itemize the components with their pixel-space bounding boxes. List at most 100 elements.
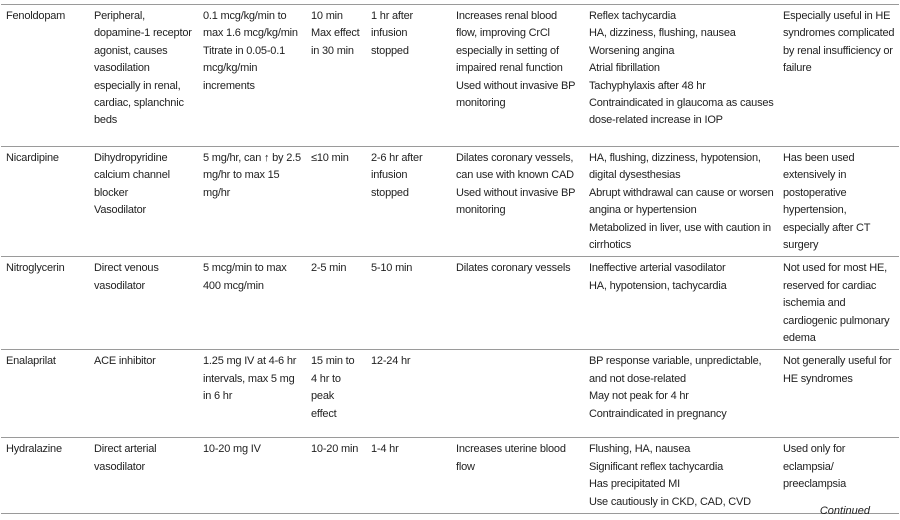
cell-line: Direct venous vasodilator (94, 262, 159, 292)
cell-line: Enalaprilat (6, 355, 56, 368)
cell-line: Not used for most HE, reserved for cardi… (783, 262, 890, 345)
table-row: Nicardipine Dihydropyridine calcium chann… (1, 145, 899, 258)
table-cell: Dilates coronary vessels, can use with k… (451, 145, 584, 258)
cell-line: Increases uterine blood flow (456, 443, 566, 473)
table-cell: Enalaprilat (1, 349, 89, 439)
table-row: Fenoldopam Peripheral, dopamine-1 recepto… (1, 4, 899, 147)
cell-line: 2-6 hr after infusion stopped (371, 152, 423, 199)
table-cell: Ineffective arterial vasodilator HA, hypo… (584, 256, 778, 351)
table-cell: Direct venous vasodilator (89, 256, 198, 351)
cell-line: Worsening angina (589, 44, 675, 57)
table-cell: 10-20 mg IV (198, 437, 306, 515)
table-row: Nitroglycerin Direct venous vasodilator 5 … (1, 256, 899, 351)
table-cell: BP response variable, unpredictable, and… (584, 349, 778, 439)
cell-line: Use cautiously in CKD, CAD, CVD (589, 495, 751, 508)
cell-line: HA, hypotension, tachycardia (589, 279, 727, 292)
cell-line: Direct arterial vasodilator (94, 443, 157, 473)
cell-line: ACE inhibitor (94, 355, 156, 368)
cell-line: Reflex tachycardia (589, 10, 676, 22)
table-cell: 1.25 mg IV at 4-6 hr intervals, max 5 mg… (198, 349, 306, 439)
table-cell: 10 min Max effect in 30 min (306, 4, 366, 147)
table-cell: HA, flushing, dizziness, hypotension, di… (584, 145, 778, 258)
table-cell: 15 min to 4 hr to peak effect (306, 349, 366, 439)
cell-line: 10-20 mg IV (203, 443, 261, 456)
table-cell: Increases uterine blood flow (451, 437, 584, 515)
cell-line: 1.25 mg IV at 4-6 hr intervals, max 5 mg… (203, 355, 297, 403)
table-row: Hydralazine Direct arterial vasodilator 10… (1, 437, 899, 515)
cell-line: 1-4 hr (371, 443, 399, 456)
cell-line: Atrial fibrillation (589, 62, 660, 75)
continued-note: Continued (819, 505, 870, 517)
cell-line: 5-10 min (371, 262, 413, 275)
table-cell: Nitroglycerin (1, 256, 89, 351)
cell-line: Used without invasive BP monitoring (456, 79, 576, 110)
table-cell: 2-5 min (306, 256, 366, 351)
cell-line: 0.1 mcg/kg/min to max 1.6 mcg/kg/min (203, 10, 298, 40)
cell-line: Used without invasive BP monitoring (456, 186, 576, 217)
table-cell: 2-6 hr after infusion stopped (366, 145, 451, 258)
cell-line: Especially useful in HE syndromes compli… (783, 10, 895, 75)
cell-line: 5 mcg/min to max 400 mcg/min (203, 262, 287, 292)
table-cell: Not used for most HE, reserved for cardi… (778, 256, 899, 351)
table-cell: Has been used extensively in postoperati… (778, 145, 899, 258)
cell-line: BP response variable, unpredictable, and… (589, 355, 762, 385)
cell-line: Peripheral, dopamine-1 receptor agonist,… (94, 10, 192, 127)
table-cell: Used only for eclampsia/ preeclampsia (778, 437, 899, 515)
table-cell: Increases renal blood flow, improving Cr… (451, 4, 584, 147)
cell-line: Has been used extensively in postoperati… (783, 152, 871, 252)
table-cell: Especially useful in HE syndromes compli… (778, 4, 899, 147)
table-cell: Fenoldopam (1, 4, 89, 147)
table-cell: 10-20 min (306, 437, 366, 515)
cell-line: Has precipitated MI (589, 478, 680, 491)
cell-line: Vasodilator (94, 204, 147, 217)
cell-line: 12-24 hr (371, 355, 411, 368)
table-cell: Reflex tachycardia HA, dizziness, flushin… (584, 4, 778, 147)
cell-line: Max effect in 30 min (311, 27, 360, 57)
cell-line: 1 hr after infusion stopped (371, 10, 414, 57)
table-cell: Peripheral, dopamine-1 receptor agonist,… (89, 4, 198, 147)
cell-line: Nicardipine (6, 152, 59, 164)
cell-line: 10 min (311, 10, 343, 22)
table-cell: Hydralazine (1, 437, 89, 515)
table-row: Enalaprilat ACE inhibitor 1.25 mg IV at 4-… (1, 349, 899, 439)
table-body: Fenoldopam Peripheral, dopamine-1 recepto… (1, 4, 899, 515)
table-cell: Not generally useful for HE syndromes (778, 349, 899, 439)
cell-line: 15 min to 4 hr to peak effect (311, 355, 355, 420)
cell-line: Fenoldopam (6, 10, 66, 22)
table-cell: Nicardipine (1, 145, 89, 258)
cell-line: Hydralazine (6, 443, 62, 456)
cell-line: Metabolized in liver, use with caution i… (589, 221, 771, 252)
cell-line: Nitroglycerin (6, 262, 65, 275)
table-cell: 5 mg/hr, can ↑ by 2.5 mg/hr to max 15 mg… (198, 145, 306, 258)
table-cell: Dihydropyridine calcium channel blocker V… (89, 145, 198, 258)
cell-line: Contraindicated in glaucoma as causes do… (589, 97, 774, 127)
cell-line: Dilates coronary vessels, can use with k… (456, 152, 574, 182)
cell-line: Significant reflex tachycardia (589, 460, 724, 473)
table-cell: Dilates coronary vessels (451, 256, 584, 351)
table-cell: 1 hr after infusion stopped (366, 4, 451, 147)
table-cell: Direct arterial vasodilator (89, 437, 198, 515)
cell-line: Dilates coronary vessels (456, 262, 571, 275)
cell-line: HA, flushing, dizziness, hypotension, di… (589, 152, 761, 182)
cell-line: Dihydropyridine calcium channel blocker (94, 152, 170, 199)
cell-line: May not peak for 4 hr (589, 390, 689, 403)
table-cell: Flushing, HA, nausea Significant reflex t… (584, 437, 778, 515)
table-cell: 5-10 min (366, 256, 451, 351)
cell-line: ≤10 min (311, 152, 349, 164)
cell-line: 2-5 min (311, 262, 347, 275)
cell-line: Titrate in 0.05-0.1 mcg/kg/min increment… (203, 44, 286, 92)
table-cell: 5 mcg/min to max 400 mcg/min (198, 256, 306, 351)
table-cell: ACE inhibitor (89, 349, 198, 439)
table-cell (451, 349, 584, 439)
cell-line: Abrupt withdrawal can cause or worsen an… (589, 186, 774, 217)
table-cell: ≤10 min (306, 145, 366, 258)
cell-line: Increases renal blood flow, improving Cr… (456, 10, 563, 75)
cell-line: Contraindicated in pregnancy (589, 407, 727, 420)
cell-line: Tachyphylaxis after 48 hr (589, 79, 706, 92)
cell-line: Used only for eclampsia/ preeclampsia (783, 443, 847, 491)
cell-line: Ineffective arterial vasodilator (589, 262, 726, 275)
drug-table: Fenoldopam Peripheral, dopamine-1 recepto… (1, 4, 899, 515)
table-cell: 0.1 mcg/kg/min to max 1.6 mcg/kg/min Titr… (198, 4, 306, 147)
table-cell: 12-24 hr (366, 349, 451, 439)
